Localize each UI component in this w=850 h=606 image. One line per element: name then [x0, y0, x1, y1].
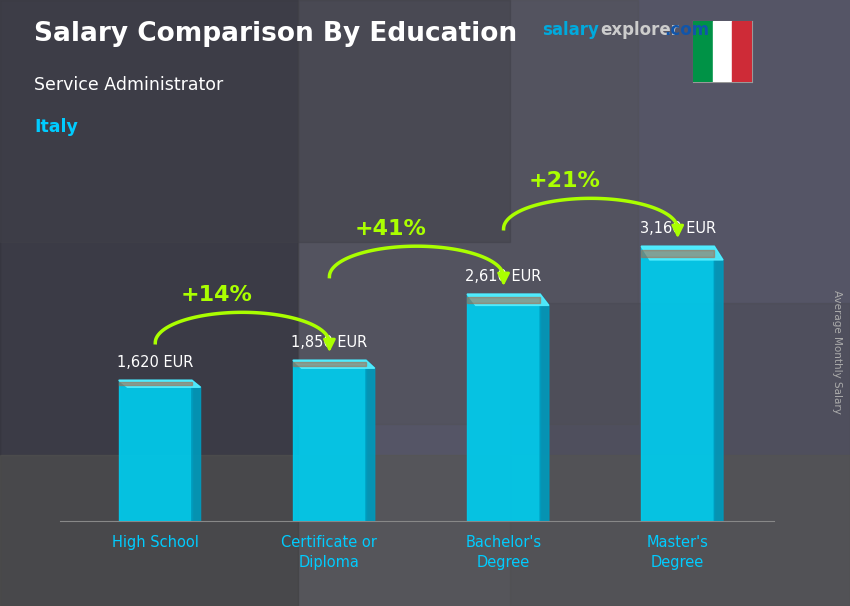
Polygon shape: [641, 246, 723, 260]
Text: 2,610 EUR: 2,610 EUR: [466, 268, 541, 284]
Text: +21%: +21%: [529, 171, 600, 191]
Bar: [0, 454, 850, 606]
Bar: [119, 382, 192, 385]
Bar: [712, 21, 733, 82]
Text: explorer: explorer: [600, 21, 679, 39]
Text: +14%: +14%: [180, 285, 252, 305]
Bar: [693, 21, 712, 82]
Bar: [119, 380, 192, 521]
Bar: [510, 303, 850, 606]
Bar: [641, 250, 714, 256]
Bar: [0, 0, 298, 606]
Polygon shape: [293, 360, 375, 368]
Text: .com: .com: [664, 21, 709, 39]
Text: 3,160 EUR: 3,160 EUR: [640, 221, 716, 236]
Polygon shape: [366, 360, 375, 521]
Polygon shape: [467, 294, 549, 305]
Bar: [641, 246, 714, 521]
Bar: [298, 0, 638, 424]
Text: +41%: +41%: [354, 219, 427, 239]
Polygon shape: [540, 294, 549, 521]
Bar: [467, 297, 540, 302]
Text: salary: salary: [542, 21, 599, 39]
Text: Service Administrator: Service Administrator: [34, 76, 224, 94]
Text: Average Monthly Salary: Average Monthly Salary: [832, 290, 842, 413]
Text: Italy: Italy: [34, 118, 78, 136]
Text: 1,850 EUR: 1,850 EUR: [292, 335, 367, 350]
Text: Salary Comparison By Education: Salary Comparison By Education: [34, 21, 517, 47]
Bar: [293, 360, 366, 521]
Bar: [0, 0, 510, 242]
Bar: [293, 362, 366, 366]
Bar: [467, 294, 540, 521]
Polygon shape: [119, 380, 201, 387]
Bar: [733, 21, 752, 82]
Text: 1,620 EUR: 1,620 EUR: [117, 355, 194, 370]
Polygon shape: [714, 246, 723, 521]
Polygon shape: [192, 380, 201, 521]
